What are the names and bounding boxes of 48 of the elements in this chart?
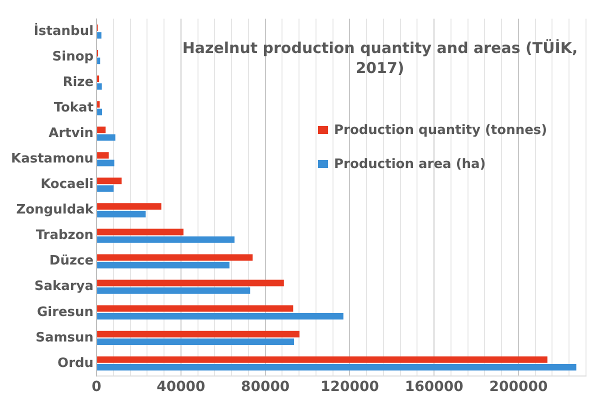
y-tick-label: Sinop (52, 49, 94, 64)
bar (97, 330, 300, 338)
y-tick-label: Artvin (48, 126, 94, 142)
bar (97, 178, 122, 184)
x-tick-label: 40000 (156, 379, 206, 396)
x-tick-label: 80000 (240, 379, 290, 396)
y-tick-label: Kocaeli (40, 177, 94, 192)
bar (97, 338, 294, 345)
bar (97, 58, 100, 64)
y-tick-label: Kastamonu (10, 152, 94, 167)
bar (97, 236, 235, 243)
legend-label: Production area (ha) (334, 156, 486, 172)
bar (97, 134, 116, 141)
bar (97, 312, 344, 320)
bar (97, 108, 102, 116)
legend-label: Production quantity (tonnes) (334, 122, 548, 138)
x-tick-label: 0 (92, 379, 102, 396)
bar (97, 185, 114, 192)
bar (97, 32, 102, 39)
bar (97, 262, 230, 268)
bar (97, 203, 162, 210)
x-tick-label: 120000 (320, 379, 380, 396)
y-tick-label: İstanbul (34, 22, 94, 39)
x-tick-label: 160000 (404, 379, 464, 396)
y-tick-label: Zonguldak (16, 202, 94, 218)
y-tick-label: Tokat (54, 100, 94, 116)
text: Hazelnut production quantity and areas (TÜİK, 2017) (181, 38, 579, 78)
bar (97, 228, 184, 236)
bar (97, 160, 114, 166)
bar (97, 305, 294, 312)
y-tick-label: Trabzon (36, 228, 94, 244)
y-tick-label: Rize (62, 74, 94, 90)
bar (97, 287, 250, 294)
bar (97, 126, 106, 134)
y-tick-label: Samsun (36, 330, 94, 346)
bar (97, 152, 109, 159)
bar (97, 364, 576, 371)
bar (97, 83, 102, 90)
bar (97, 356, 548, 363)
y-tick-label: Sakarya (34, 279, 94, 294)
y-tick-label: Giresun (36, 304, 94, 320)
y-tick-label: Ordu (58, 356, 94, 371)
bar (97, 280, 284, 286)
bar (97, 101, 100, 108)
x-tick-label: 200000 (489, 379, 548, 396)
bar (97, 254, 253, 261)
y-tick-label: Düzce (49, 254, 94, 269)
bar (97, 210, 146, 218)
